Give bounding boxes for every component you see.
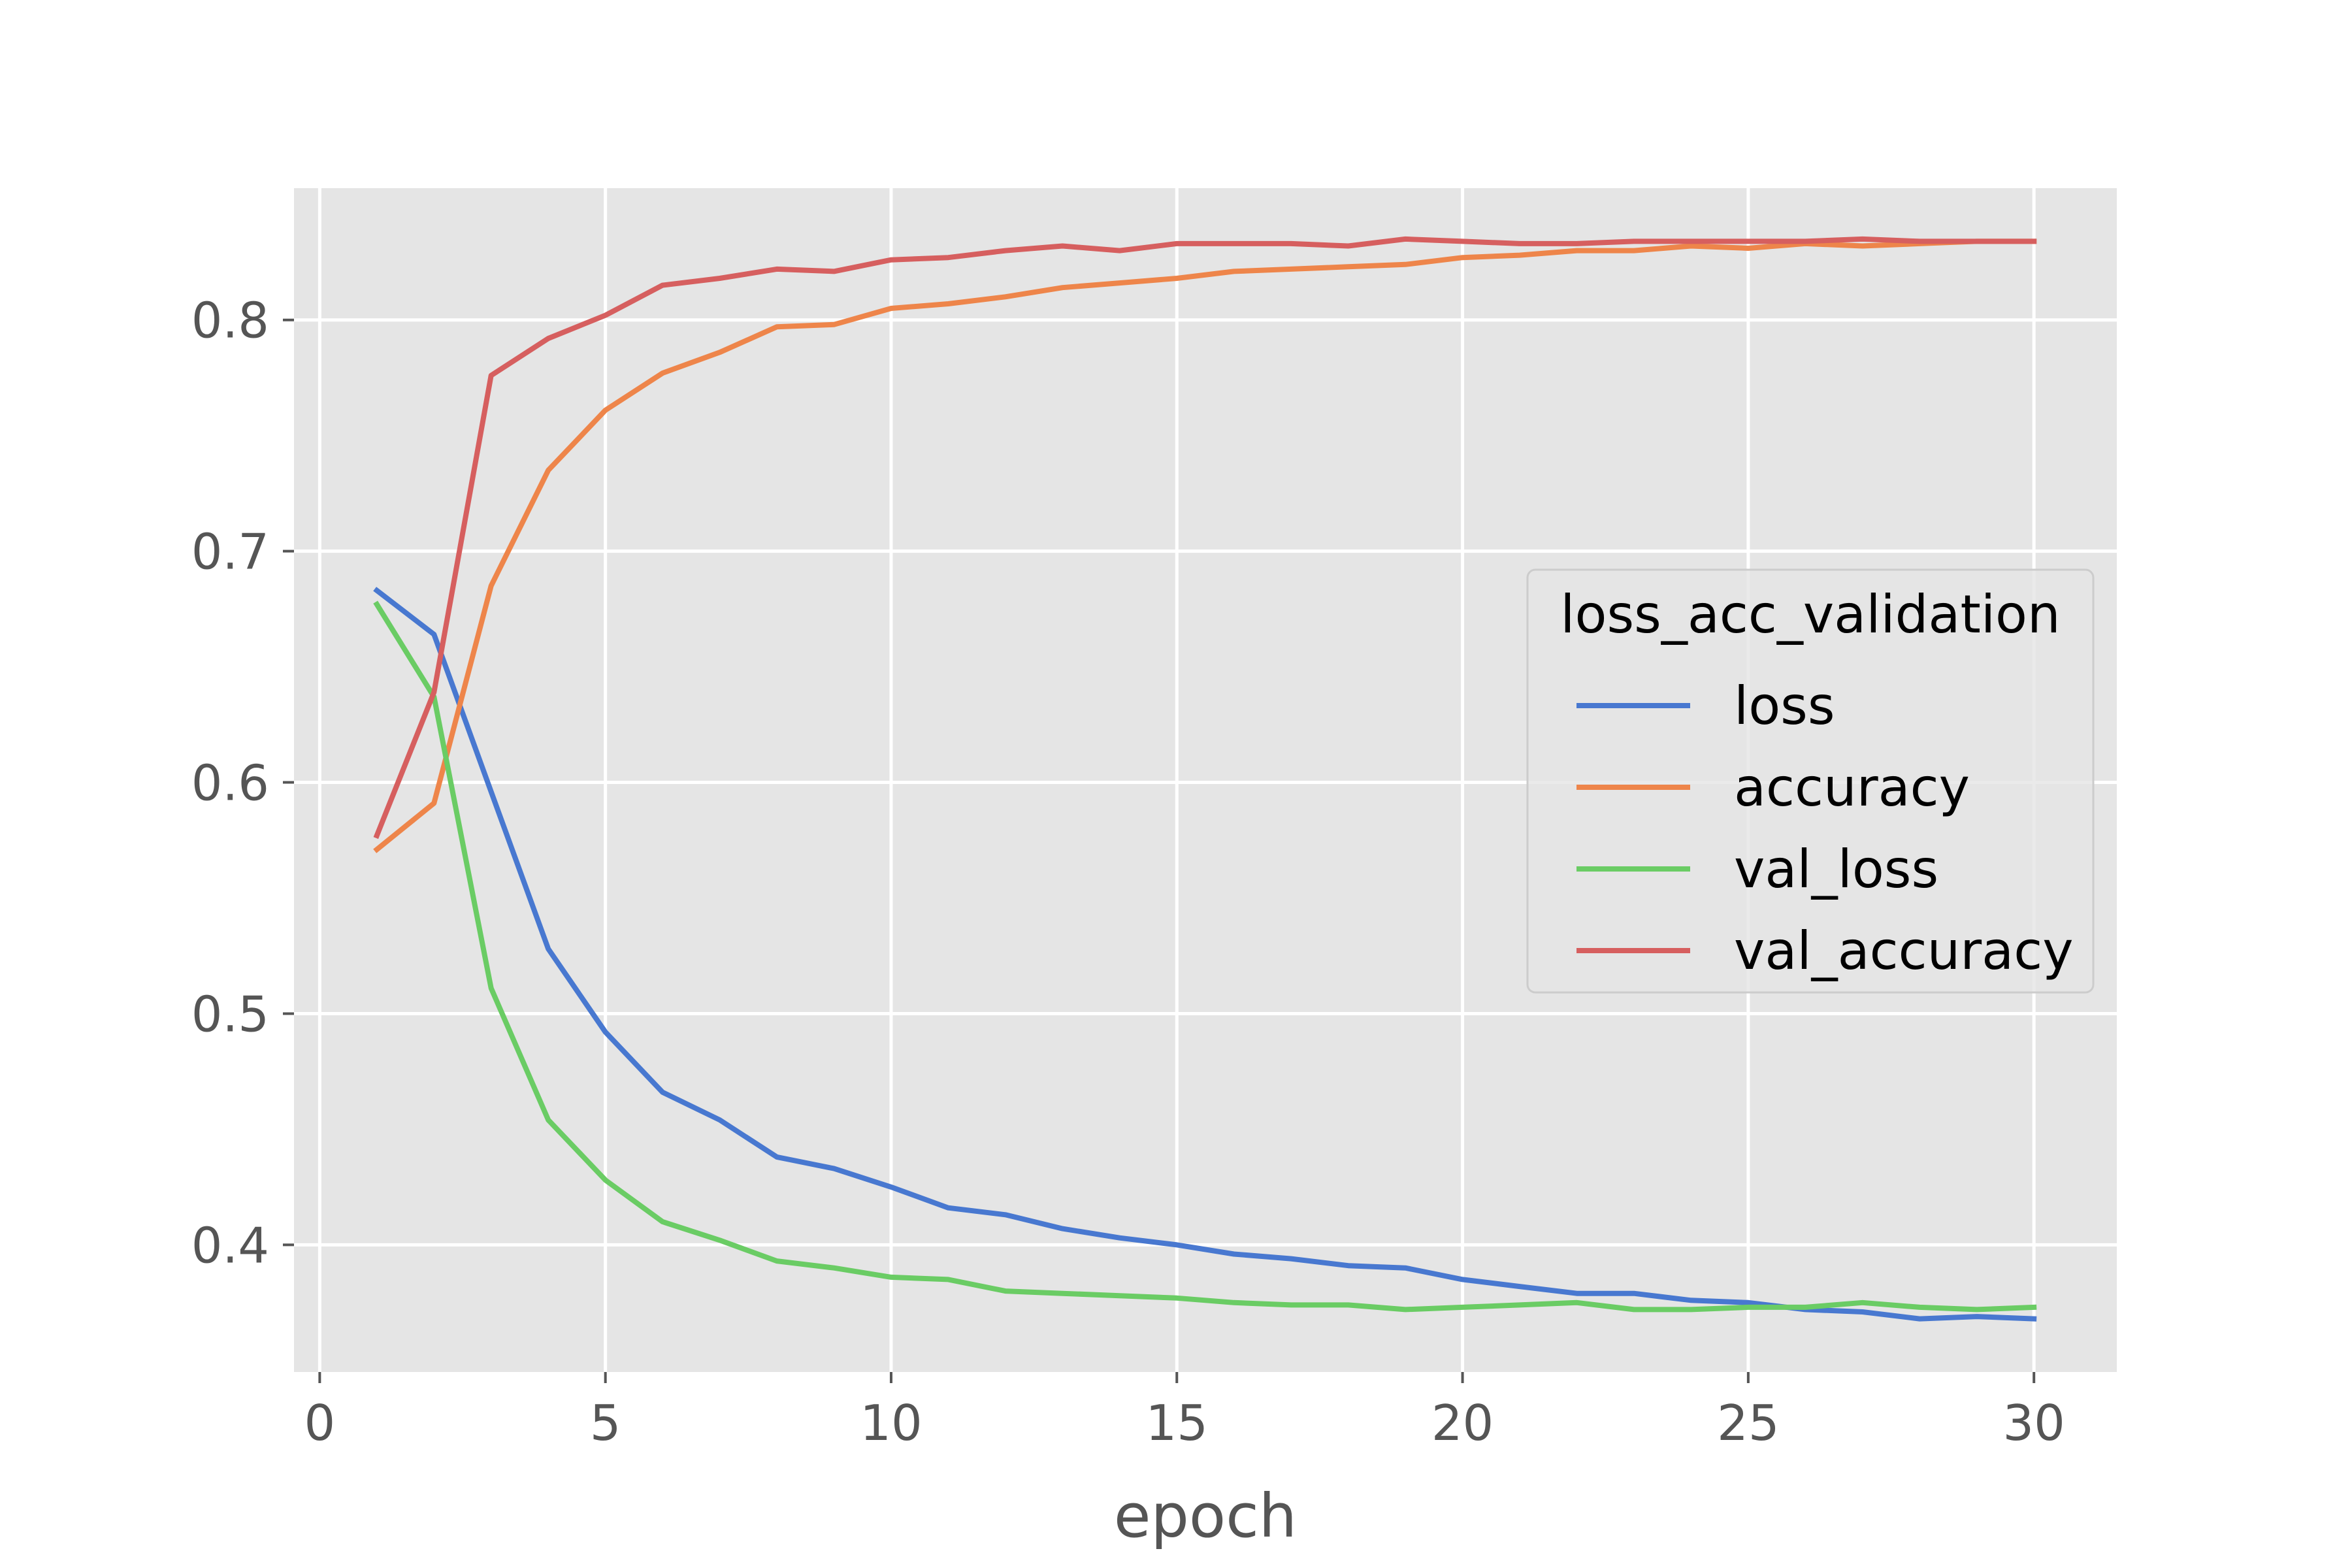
legend-box [1526,568,2095,994]
y-axis-ticks: 0.4 0.5 0.6 0.7 0.8 [191,292,294,1274]
x-tick-label: 10 [860,1394,922,1452]
x-tick-label: 20 [1431,1394,1494,1452]
x-axis-ticks: 0 5 10 15 20 25 30 [304,1372,2065,1452]
y-tick-label: 0.4 [191,1217,269,1274]
legend-items: loss accuracy val_loss val_accuracy [1576,676,2074,981]
y-tick-label: 0.7 [191,523,269,581]
series-line-val-loss [373,600,2037,1313]
series-line-accuracy [373,238,2037,853]
legend: loss_acc_validation loss accuracy val_loss… [1526,568,2095,994]
x-tick-label: 15 [1146,1394,1208,1452]
x-tick-label: 30 [2002,1394,2065,1452]
series-lines [373,236,2037,1322]
x-tick-label: 0 [304,1394,335,1452]
series-line-loss [373,587,2037,1322]
legend-label-val-loss: val_loss [1734,839,1938,900]
legend-label-val-accuracy: val_accuracy [1734,921,2074,981]
legend-label-accuracy: accuracy [1734,757,1970,818]
y-tick-label: 0.6 [191,755,269,812]
x-axis-label: epoch [1114,1481,1297,1551]
x-tick-label: 5 [590,1394,621,1452]
series-line-val-accuracy [373,236,2037,840]
legend-label-loss: loss [1734,676,1835,736]
y-tick-label: 0.5 [191,985,269,1043]
x-tick-label: 25 [1717,1394,1779,1452]
legend-title: loss_acc_validation [1560,584,2060,645]
y-tick-label: 0.8 [191,292,269,350]
